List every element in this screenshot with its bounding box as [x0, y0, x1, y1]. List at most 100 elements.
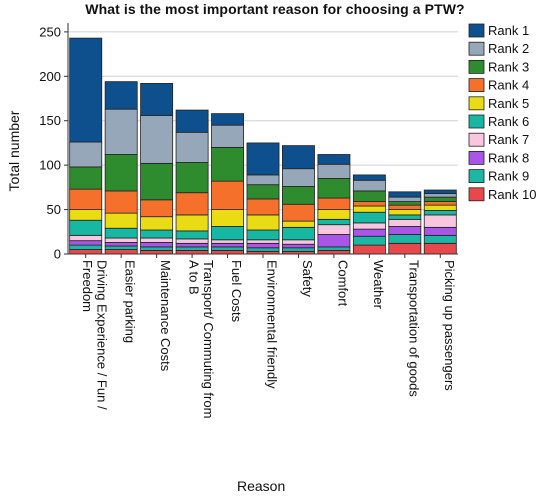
bar-segment [140, 242, 174, 248]
bar-segment [282, 145, 315, 170]
bar-segment [104, 81, 138, 110]
bar-segment [388, 214, 422, 220]
x-tick-label: Fuel Costs [229, 260, 244, 323]
bar-segment [211, 250, 244, 255]
bar-segment [282, 247, 315, 252]
bar-segment [211, 239, 244, 244]
bar-segment [423, 214, 457, 228]
bar-segment [246, 242, 280, 249]
bar-segment [317, 178, 351, 199]
x-axis-title: Reason [237, 478, 286, 494]
x-tick-label: Easier parking [123, 260, 138, 343]
bar-segment [352, 235, 386, 246]
bar-segment [140, 216, 174, 231]
bar-segment [69, 166, 103, 190]
bar-segment [104, 245, 138, 250]
bar-segment [175, 246, 209, 251]
legend-label: Rank 7 [488, 132, 529, 147]
bar-segment [317, 197, 351, 210]
legend-swatch [468, 169, 485, 184]
bar-segment [175, 250, 209, 255]
bar-segment [175, 131, 209, 163]
bar-segment [140, 115, 174, 164]
x-tick-label: Environmental friendly [265, 260, 280, 389]
bar-segment [317, 246, 351, 251]
bar-segment [211, 113, 244, 126]
bar-segment [282, 220, 315, 228]
x-tick-label: Maintenance Costs [158, 260, 173, 372]
legend-label: Rank 1 [488, 23, 529, 38]
bar-segment [246, 174, 280, 186]
bar-segment [352, 174, 386, 181]
bar-segment [69, 234, 103, 242]
bar-segment [317, 209, 351, 220]
bar-segment [423, 204, 457, 211]
x-tick-label: Freedom [80, 260, 95, 312]
bar-segment [423, 196, 457, 202]
legend-swatch [468, 23, 485, 38]
legend-swatch [468, 60, 485, 74]
bar-segment [388, 204, 422, 210]
bar-segment [282, 203, 315, 222]
legend-label: Rank 2 [488, 41, 529, 56]
x-tick-label: Transportation of goods [406, 260, 421, 397]
bar-segment [175, 192, 209, 216]
bar-segment [388, 201, 422, 206]
bar-segment [388, 196, 422, 202]
bar-segment [352, 205, 386, 213]
x-tick-label: Transport/ Commuting from [201, 260, 216, 418]
bar-segment [246, 229, 280, 241]
bar-segment [69, 249, 103, 255]
bar-segment [352, 222, 386, 230]
bar-segment [246, 184, 280, 200]
y-tick-label: 200 [39, 69, 61, 84]
bar-segment [423, 201, 457, 206]
bar-segment [211, 226, 244, 241]
bar-segment [423, 210, 457, 216]
bar-segment [175, 214, 209, 232]
legend-swatch [468, 114, 485, 129]
bar-segment [423, 234, 457, 244]
legend-swatch [468, 132, 485, 147]
bar-segment [246, 247, 280, 252]
legend-swatch [468, 41, 485, 56]
bar-segment [423, 242, 457, 255]
legend-label: Rank 8 [488, 150, 529, 165]
x-tick-label: A to B [186, 260, 201, 295]
legend-label: Rank 10 [488, 187, 536, 202]
bar-segment [423, 193, 457, 198]
bar-segment [69, 209, 103, 221]
bar-segment [104, 108, 138, 155]
bar-segment [282, 239, 315, 245]
bar-segment [317, 224, 351, 235]
y-tick-label: 250 [39, 24, 61, 39]
legend-label: Rank 4 [488, 78, 529, 93]
bar-segment [140, 199, 174, 218]
bar-segment [69, 141, 103, 168]
legend-label: Rank 6 [488, 114, 529, 129]
bar-segment [352, 201, 386, 207]
bar-segment [140, 246, 174, 251]
x-tick-label: Safety [300, 260, 315, 297]
bar-segment [246, 142, 280, 176]
bar-segment [140, 83, 174, 116]
bar-segment [388, 242, 422, 255]
bar-segment [388, 209, 422, 216]
bar-segment [352, 244, 386, 255]
bar-segment [69, 240, 103, 246]
bar-segment [104, 154, 138, 192]
legend-label: Rank 9 [488, 169, 529, 184]
bar-segment [104, 190, 138, 214]
bar-segment [317, 154, 351, 165]
bar-segment [246, 214, 280, 231]
bar-segment [317, 234, 351, 248]
bar-segment [104, 242, 138, 247]
bar-segment [175, 109, 209, 133]
bar-segment [282, 226, 315, 241]
bar-segment [104, 249, 138, 255]
x-tick-label: Driving Experience / Fun / [94, 260, 109, 410]
bar-segment [388, 234, 422, 244]
bar-segment [282, 168, 315, 187]
bar-segment [211, 242, 244, 248]
